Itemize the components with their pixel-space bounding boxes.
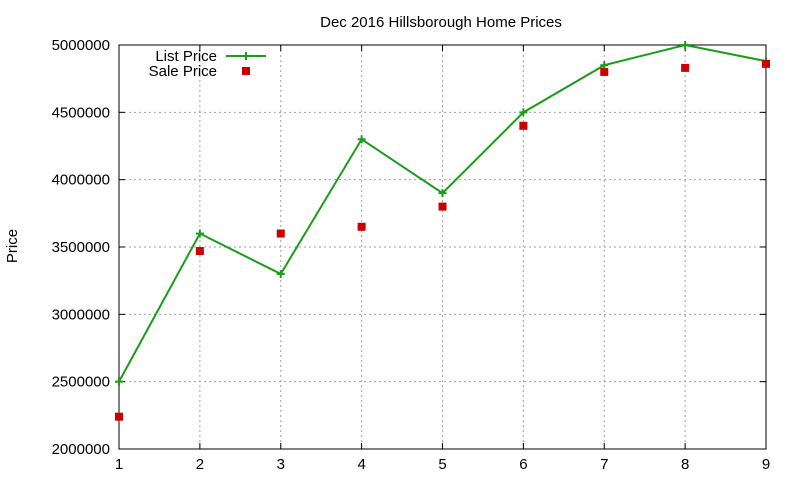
y-tick-label: 4500000 [52,104,110,121]
sale-price-point [681,63,690,72]
sale-price-point [438,202,447,211]
list-price-point [276,269,285,278]
list-price-point [600,61,609,70]
y-tick-label: 2500000 [52,374,110,391]
y-axis-label: Price [4,229,21,263]
sale-price-point [195,247,204,256]
y-tick-label: 5000000 [52,37,110,54]
sale-price-point [600,67,609,76]
x-tick-label: 4 [357,456,365,473]
sale-price-point [519,121,528,130]
data-series [115,41,770,421]
x-tick-label: 7 [600,456,608,473]
chart-title: Dec 2016 Hillsborough Home Prices [320,14,562,31]
sale-price-point [276,229,285,238]
x-tick-label: 8 [681,456,689,473]
legend-label-sale-price: Sale Price [149,63,217,80]
x-tick-label: 1 [115,456,123,473]
list-price-point [519,108,528,117]
sale-price-point [357,222,366,231]
list-price-point [357,135,366,144]
legend: List Price Sale Price [149,48,266,80]
y-tick-label: 3000000 [52,306,110,323]
list-price-point [681,41,690,49]
x-tick-label: 9 [762,456,770,473]
y-tick-label: 3500000 [52,239,110,256]
series-sale-price [115,59,770,421]
legend-marker-list-price [242,52,250,60]
x-tick-label: 3 [277,456,285,473]
legend-label-list-price: List Price [155,48,217,65]
sale-price-point [762,59,770,68]
y-tick-label: 2000000 [52,441,110,458]
series-list-price [115,41,770,386]
x-tick-label: 5 [438,456,446,473]
x-tick-label: 2 [196,456,204,473]
list-price-point [438,189,447,198]
list-price-point [115,377,123,386]
x-tick-label: 6 [519,456,527,473]
axis-ticks: 2000000250000030000003500000400000045000… [52,37,771,473]
grid [119,45,766,449]
list-price-point [195,229,204,238]
y-tick-label: 4000000 [52,172,110,189]
legend-sample-sale-price [242,67,250,75]
sale-price-point [115,412,123,421]
